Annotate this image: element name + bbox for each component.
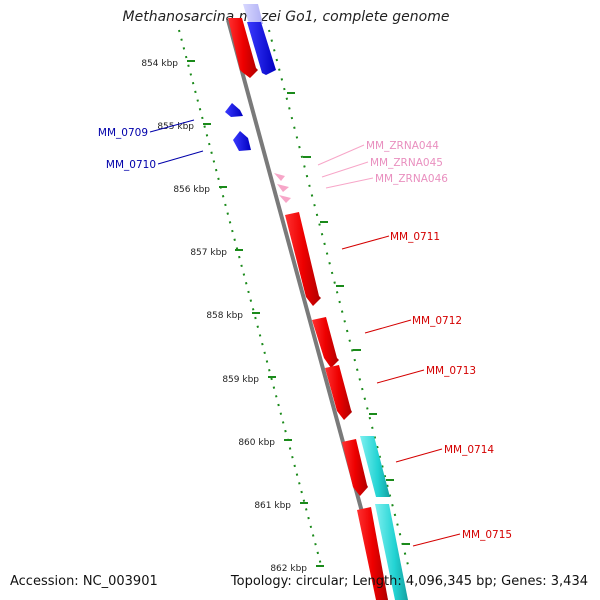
leader-mm0709 (149, 119, 195, 133)
label-mm0715[interactable]: MM_0715 (462, 529, 512, 541)
gene-arrow-mm0712[interactable] (312, 317, 339, 368)
genome-stats-text: Topology: circular; Length: 4,096,345 bp… (230, 574, 588, 589)
rna-arrow-zrna045[interactable] (277, 184, 289, 192)
genome-backbone (226, 19, 388, 600)
cyan-block (375, 504, 408, 600)
ruler-ticks: 854 kbp 855 kbp 856 kbp 857 kbp 858 kbp … (141, 59, 324, 574)
lavender-block (243, 4, 263, 24)
ruler-label: 855 kbp (157, 122, 194, 132)
label-mm0714[interactable]: MM_0714 (444, 444, 494, 456)
rna-arrow-zrna044[interactable] (274, 173, 285, 181)
label-mm0712[interactable]: MM_0712 (412, 315, 462, 327)
leader-mm0714 (395, 448, 443, 463)
label-mm0709[interactable]: MM_0709 (98, 127, 148, 139)
label-mm0711[interactable]: MM_0711 (390, 231, 440, 243)
leader-mm0710 (157, 150, 204, 165)
leader-mm0713 (376, 369, 425, 384)
label-zrna046[interactable]: MM_ZRNA046 (375, 173, 448, 185)
ruler-label: 860 kbp (238, 438, 275, 448)
gene-arrow-mm0715[interactable] (357, 507, 388, 600)
outer-track-dashes (287, 92, 410, 545)
leader-zrna046 (325, 177, 374, 189)
label-zrna045[interactable]: MM_ZRNA045 (370, 157, 443, 169)
leader-mm0712 (364, 319, 412, 334)
leader-zrna044 (317, 144, 365, 166)
accession-text: Accession: NC_003901 (10, 574, 158, 589)
gene-arrow-mm0711[interactable] (285, 212, 321, 306)
outer-dotted-track (268, 29, 409, 566)
analysis-track (243, 4, 408, 600)
ruler-label: 862 kbp (270, 564, 307, 574)
ruler-label: 861 kbp (254, 501, 291, 511)
ruler-label: 858 kbp (206, 311, 243, 321)
ruler-label: 854 kbp (141, 59, 178, 69)
label-mm0710[interactable]: MM_0710 (106, 159, 156, 171)
gene-arrow-mm0709[interactable] (225, 103, 243, 117)
leader-mm0711 (341, 235, 390, 250)
leader-mm0715 (412, 533, 461, 547)
label-zrna044[interactable]: MM_ZRNA044 (366, 140, 439, 152)
label-mm0713[interactable]: MM_0713 (426, 365, 476, 377)
cyan-block (360, 436, 390, 497)
leader-zrna045 (321, 161, 369, 178)
gene-arrow-mm0710[interactable] (233, 131, 251, 151)
ruler-label: 857 kbp (190, 248, 227, 258)
feature-labels: MM_0709 MM_0710 MM_ZRNA044 MM_ZRNA045 MM… (98, 127, 512, 541)
genome-title: Methanosarcina mazei Go1, complete genom… (122, 9, 450, 25)
ruler-label: 859 kbp (222, 375, 259, 385)
rna-arrow-zrna046[interactable] (279, 195, 291, 203)
ruler-label: 856 kbp (173, 185, 210, 195)
gene-arrow-top[interactable] (228, 18, 258, 78)
gene-arrow-blue-top[interactable] (247, 22, 276, 75)
label-leaders (149, 119, 461, 547)
ruler-dotted-track (178, 29, 322, 566)
gene-features (225, 18, 388, 600)
gene-arrow-mm0713[interactable] (325, 365, 352, 420)
gene-arrow-mm0714[interactable] (342, 439, 368, 496)
